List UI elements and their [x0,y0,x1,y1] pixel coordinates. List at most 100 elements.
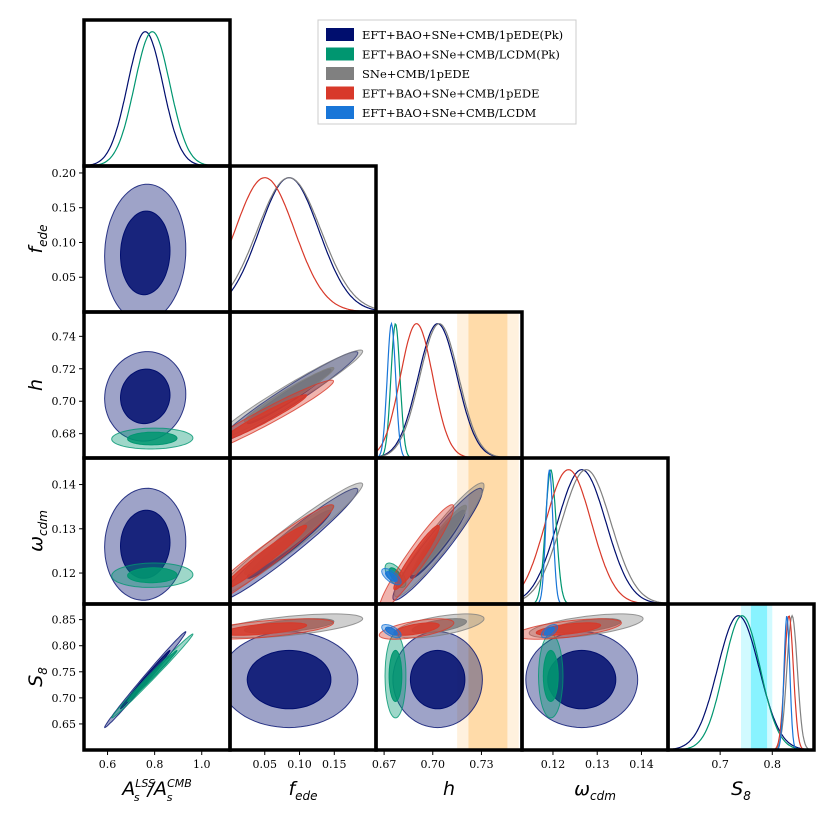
panel-h-vs-fede [230,349,364,445]
ytick-label-h-0: 0.68 [52,428,77,441]
marginal-s8 [668,614,814,750]
ytick-label-h-3: 0.74 [52,330,77,343]
legend-swatch-3 [326,86,354,100]
legend-swatch-4 [326,106,354,119]
ytick-label-s8-0: 0.65 [52,718,77,731]
marginal-line-series-4 [668,616,814,750]
legend-swatch-2 [326,67,354,80]
panel-wcdm-vs-fede [230,482,364,599]
xtick-label-s8-0: 0.7 [711,758,729,771]
contour-68-series-1 [388,649,403,703]
ytick-label-s8-1: 0.70 [52,692,77,705]
ytick-label-h-1: 0.70 [52,395,77,408]
xtick-label-as-0: 0.6 [99,758,117,771]
panel-s8-vs-h [378,613,485,729]
contour-68-series-1 [127,649,178,703]
ytick-label-s8-2: 0.75 [52,666,77,679]
band-inner-s8 [750,604,768,750]
ytick-label-wcdm-0: 0.12 [52,567,77,580]
marginal-line-series-2 [668,614,814,750]
axis-label-h: h [443,778,455,800]
xtick-label-fede-2: 0.15 [322,758,347,771]
band-s8-panel-s8 [741,604,773,750]
ytick-label-fede-0: 0.05 [52,271,77,284]
panel-bg-as-as [84,20,230,166]
contour-68-series-3 [230,394,308,440]
panel-s8-vs-fede [230,613,364,729]
contour-68-series-3 [393,524,440,591]
marginal-line-series-2 [522,469,668,604]
xtick-label-fede-0: 0.05 [253,758,278,771]
contour-68-series-1 [127,431,178,446]
marginal-line-series-1 [376,322,522,458]
contour-68-series-0 [119,210,171,296]
marginal-line-series-3 [230,177,376,312]
xtick-label-h-1: 0.70 [421,758,446,771]
panel-frame-s8-s8 [666,602,816,752]
legend-label-2: SNe+CMB/1pEDE [362,67,470,81]
ytick-label-fede-2: 0.15 [52,202,77,215]
contour-68-series-4 [544,626,555,636]
band-inner-h [468,604,508,750]
xtick-label-s8-1: 0.8 [764,758,782,771]
panel-s8-vs-as [104,630,194,729]
contour-68-series-4 [385,626,398,636]
panel-h-vs-as [104,351,194,450]
axis-label-wcdm: ωcdm [25,510,50,552]
marginal-line-series-0 [522,469,668,604]
axis-label-fede: fede [25,224,50,253]
marginal-line-series-3 [376,323,522,458]
marginal-line-series-2 [230,177,376,310]
marginal-line-series-0 [668,615,814,750]
legend-label-4: EFT+BAO+SNe+CMB/LCDM [362,106,536,120]
legend-swatch-1 [326,47,354,61]
panel-wcdm-vs-h [379,482,485,604]
contour-68-series-1 [542,649,559,703]
xtick-label-as-2: 1.0 [193,758,211,771]
band-h-panel-wcdm [457,458,519,604]
band-outer-h [457,312,519,458]
xtick-label-wcdm-1: 0.13 [585,758,610,771]
axis-label-fede: fede [288,778,317,803]
axis-label-h: h [25,379,47,391]
legend-box [317,19,577,125]
panel-fede-vs-as [104,183,187,312]
band-outer-s8 [741,604,773,750]
xtick-label-wcdm-2: 0.14 [629,758,654,771]
contour-68-series-3 [230,524,308,589]
panel-bg-wcdm-wcdm [522,458,668,604]
contour-68-series-0 [409,649,466,710]
contour-68-series-0 [119,368,171,425]
panel-bg-s8-as [84,604,230,750]
band-inner-h [468,458,508,604]
band-outer-h [457,458,519,604]
axis-label-s8: S8 [731,778,751,803]
contour-68-series-3 [230,622,308,636]
legend: EFT+BAO+SNe+CMB/1pEDE(Pk) EFT+BAO+SNe+CMB… [317,19,577,125]
panel-s8-vs-wcdm [522,613,644,729]
axis-label-as: ALSS s/ACMB s [120,777,192,804]
marginal-line-series-4 [376,321,522,458]
contour-68-series-1 [127,567,178,584]
ytick-label-s8-4: 0.85 [52,614,77,627]
xtick-label-h-0: 0.67 [372,758,397,771]
marginal-line-series-4 [522,469,668,604]
marginal-line-series-1 [668,615,814,750]
panel-wcdm-vs-as [104,487,194,601]
xtick-label-fede-1: 0.10 [287,758,312,771]
axis-label-wcdm: ωcdm [574,778,616,803]
axis-label-s8: S8 [25,667,50,687]
contour-68-series-4 [385,571,398,582]
xtick-label-wcdm-0: 0.12 [541,758,566,771]
ytick-label-fede-1: 0.10 [52,236,77,249]
ytick-label-fede-3: 0.20 [52,167,77,180]
legend-swatch-0 [326,28,354,41]
contour-68-series-2 [243,367,335,423]
marginal-fede [230,177,376,312]
legend-label-3: EFT+BAO+SNe+CMB/1pEDE [362,87,539,101]
ytick-label-h-2: 0.72 [52,363,77,376]
legend-label-1: EFT+BAO+SNe+CMB/LCDM(Pk) [362,48,560,62]
contour-68-series-0 [246,649,332,710]
marginal-line-series-3 [668,615,814,750]
